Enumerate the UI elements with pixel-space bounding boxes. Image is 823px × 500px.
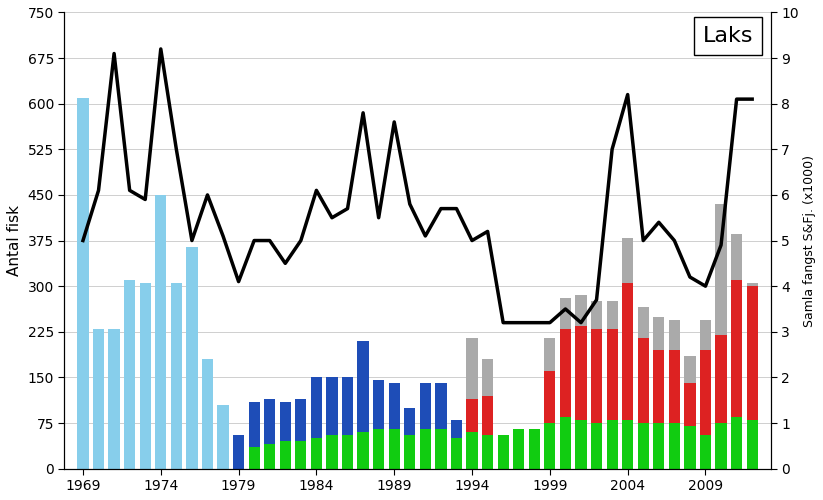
Bar bbox=[420, 384, 431, 429]
Bar bbox=[622, 283, 633, 420]
Bar bbox=[653, 350, 664, 423]
Bar bbox=[731, 280, 742, 417]
Bar bbox=[388, 384, 400, 429]
Bar bbox=[482, 359, 493, 396]
Bar bbox=[280, 402, 291, 442]
Y-axis label: Antal fisk: Antal fisk bbox=[7, 205, 22, 276]
Bar bbox=[669, 423, 680, 469]
Bar bbox=[591, 302, 602, 328]
Bar bbox=[467, 432, 477, 469]
Bar bbox=[420, 429, 431, 469]
Bar bbox=[715, 204, 727, 335]
Bar bbox=[591, 423, 602, 469]
Bar bbox=[342, 435, 353, 468]
Bar bbox=[467, 338, 477, 398]
Bar bbox=[700, 320, 711, 350]
Bar bbox=[77, 98, 89, 468]
Bar bbox=[467, 414, 477, 432]
Bar bbox=[638, 423, 649, 469]
Bar bbox=[140, 283, 151, 469]
Text: Laks: Laks bbox=[703, 26, 753, 46]
Bar bbox=[591, 328, 602, 423]
Bar bbox=[638, 308, 649, 338]
Bar bbox=[746, 283, 758, 286]
Bar bbox=[622, 420, 633, 469]
Bar bbox=[93, 328, 105, 468]
Bar bbox=[653, 316, 664, 350]
Bar bbox=[311, 438, 322, 468]
Bar bbox=[327, 378, 337, 435]
Bar bbox=[467, 398, 477, 432]
Bar bbox=[233, 435, 244, 468]
Bar bbox=[560, 328, 571, 417]
Bar bbox=[544, 338, 556, 372]
Bar bbox=[513, 429, 524, 469]
Bar bbox=[109, 328, 119, 468]
Bar bbox=[264, 444, 276, 468]
Bar bbox=[388, 429, 400, 469]
Bar bbox=[544, 423, 556, 469]
Bar bbox=[669, 350, 680, 423]
Bar bbox=[124, 280, 135, 468]
Bar bbox=[684, 384, 695, 426]
Bar bbox=[607, 302, 618, 328]
Bar bbox=[746, 420, 758, 469]
Bar bbox=[575, 296, 587, 326]
Bar bbox=[638, 338, 649, 423]
Bar bbox=[156, 195, 166, 468]
Bar bbox=[186, 246, 198, 468]
Bar bbox=[342, 378, 353, 435]
Bar bbox=[170, 283, 182, 469]
Bar bbox=[715, 423, 727, 469]
Bar bbox=[544, 372, 556, 423]
Bar bbox=[280, 442, 291, 468]
Bar bbox=[435, 384, 447, 429]
Bar bbox=[357, 341, 369, 432]
Bar bbox=[373, 429, 384, 469]
Bar bbox=[249, 448, 260, 468]
Bar bbox=[482, 435, 493, 468]
Bar bbox=[746, 286, 758, 420]
Bar bbox=[715, 335, 727, 423]
Bar bbox=[684, 426, 695, 469]
Bar bbox=[404, 408, 416, 435]
Bar bbox=[731, 417, 742, 469]
Bar bbox=[404, 435, 416, 468]
Bar bbox=[327, 435, 337, 468]
Bar bbox=[607, 420, 618, 469]
Bar bbox=[684, 356, 695, 384]
Bar bbox=[560, 298, 571, 328]
Bar bbox=[731, 234, 742, 280]
Bar bbox=[700, 435, 711, 468]
Y-axis label: Samla fangst S&Fj. (x1000): Samla fangst S&Fj. (x1000) bbox=[803, 154, 816, 326]
Bar bbox=[482, 390, 493, 435]
Bar bbox=[482, 396, 493, 435]
Bar bbox=[575, 420, 587, 469]
Bar bbox=[373, 380, 384, 429]
Bar bbox=[528, 429, 540, 469]
Bar bbox=[217, 405, 229, 468]
Bar bbox=[249, 402, 260, 448]
Bar bbox=[435, 429, 447, 469]
Bar bbox=[669, 320, 680, 350]
Bar bbox=[653, 423, 664, 469]
Bar bbox=[295, 442, 306, 468]
Bar bbox=[700, 350, 711, 435]
Bar bbox=[451, 420, 462, 438]
Bar bbox=[295, 398, 306, 442]
Bar bbox=[311, 378, 322, 438]
Bar bbox=[575, 326, 587, 420]
Bar bbox=[202, 359, 213, 469]
Bar bbox=[622, 238, 633, 283]
Bar bbox=[560, 417, 571, 469]
Bar bbox=[264, 398, 276, 444]
Bar bbox=[607, 328, 618, 420]
Bar bbox=[498, 435, 509, 468]
Bar bbox=[451, 438, 462, 468]
Bar bbox=[357, 432, 369, 469]
